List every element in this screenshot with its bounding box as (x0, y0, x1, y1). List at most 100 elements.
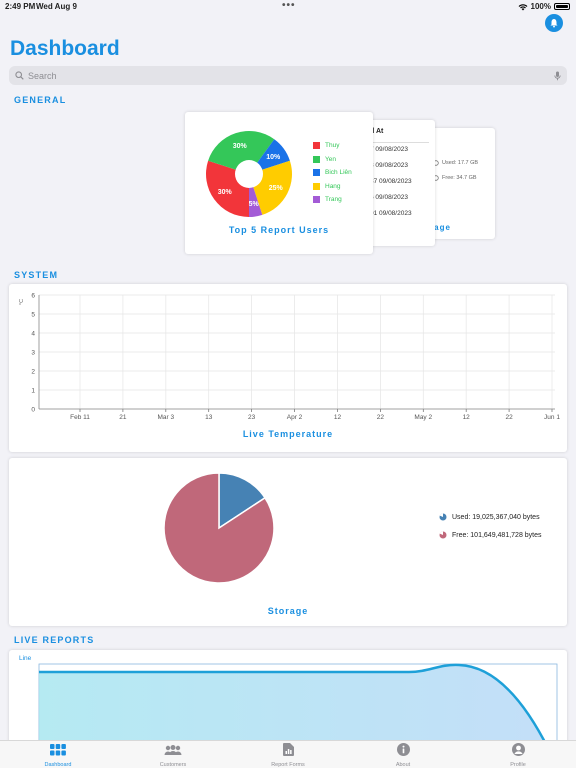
tab-profile[interactable]: Profile (478, 743, 558, 768)
page-title: Dashboard (10, 37, 120, 60)
table-row: 6 09/08/2023 (370, 194, 408, 201)
tab-dashboard[interactable]: Dashboard (18, 743, 98, 768)
table-row: 7 09/08/2023 (370, 146, 408, 153)
table-header: d At (370, 128, 384, 135)
storage-pie-slice (218, 472, 267, 530)
general-free-row: Free: 34.7 GB (433, 175, 477, 181)
general-storage-caption: rage (430, 223, 451, 232)
y-tick-label: 1 (31, 388, 35, 395)
storage-legend-free: Free: 101,649,481,728 bytes (439, 531, 542, 539)
legend-item: Thuy (313, 142, 339, 149)
donut-hole (235, 160, 263, 188)
x-tick-label: May 2 (414, 414, 432, 421)
tab-customers[interactable]: Customers (133, 743, 213, 768)
table-divider (366, 142, 429, 143)
donut-slice-label: 25% (269, 185, 284, 192)
donut-slice-label: 30% (218, 189, 233, 196)
donut-slice-label: 5% (249, 201, 260, 208)
general-used-row: Used: 17.7 GB (433, 160, 478, 166)
temperature-card[interactable]: 0 1 2 3 4 5 6 °C Feb 11 21 Mar 3 13 23 Apr 2 12 22 May 2… (9, 284, 567, 452)
storage-pie-slice (163, 472, 275, 584)
battery-icon (554, 3, 570, 10)
storage-card[interactable]: Used: 19,025,367,040 bytes Free: 101,649… (9, 458, 567, 626)
storage-pie-chart (163, 472, 275, 584)
tab-label: Report Forms (271, 762, 305, 768)
notification-button[interactable] (545, 14, 563, 32)
storage-caption: Storage (267, 606, 309, 616)
table-row: 01 09/08/2023 (370, 210, 412, 217)
legend-label: Trang (325, 196, 342, 203)
live-reports-legend: Line (19, 655, 32, 662)
x-tick-label: 13 (205, 414, 213, 421)
top-users-donut-chart: 30% 30% 10% 25% 5% (206, 131, 292, 217)
y-tick-label: 3 (31, 350, 35, 357)
legend-swatch (313, 196, 320, 203)
x-tick-label: Feb 11 (70, 414, 90, 421)
y-axis-label: °C (19, 299, 25, 305)
legend-label: Bich Liên (325, 169, 352, 176)
tab-label: Dashboard (44, 762, 72, 768)
table-row: 37 09/08/2023 (370, 178, 412, 185)
temperature-caption: Live Temperature (242, 429, 334, 439)
status-bar: 2:49 PM Wed Aug 9 ••• 100% (0, 0, 576, 14)
storage-legend-used: Used: 19,025,367,040 bytes (439, 513, 540, 521)
live-reports-area (39, 664, 549, 750)
section-live-reports: LIVE REPORTS (14, 635, 95, 645)
legend-swatch (313, 142, 320, 149)
donut-slice-label: 10% (266, 154, 281, 161)
top-users-card[interactable]: 30% 30% 10% 25% 5% Thuy Yen Bich Liên Hang Trang… (185, 112, 373, 254)
customers-icon (164, 745, 182, 755)
live-reports-line (39, 663, 551, 750)
x-tick-label: 21 (119, 414, 127, 421)
status-right: 100% (518, 2, 570, 11)
microphone-icon[interactable] (554, 71, 561, 81)
legend-label: Hang (325, 182, 341, 190)
general-free-label: Free: 34.7 GB (442, 175, 477, 181)
tab-report-forms[interactable]: Report Forms (248, 743, 328, 768)
section-general: GENERAL (14, 95, 67, 105)
table-row: 8 09/08/2023 (370, 162, 408, 169)
storage-free-label: Free: 101,649,481,728 bytes (452, 531, 542, 539)
y-tick-label: 5 (31, 312, 35, 319)
donut-slice-label: 30% (233, 143, 248, 150)
tab-about[interactable]: About (363, 743, 443, 768)
legend-swatch (313, 155, 320, 163)
y-tick-label: 2 (31, 369, 35, 376)
x-tick-label: Mar 3 (158, 414, 175, 421)
bell-icon (550, 19, 558, 28)
y-tick-label: 6 (31, 293, 35, 300)
tab-bar: Dashboard Customers Report Forms About P… (0, 740, 576, 768)
legend-swatch (313, 182, 320, 190)
tab-label: Customers (159, 762, 187, 768)
x-tick-label: Jun 1 (544, 414, 560, 421)
top-users-caption: Top 5 Report Users (228, 225, 330, 235)
profile-icon (511, 743, 525, 756)
search-bar[interactable]: Search (9, 66, 567, 85)
dashboard-icon (50, 744, 66, 756)
legend-label: Thuy (325, 142, 340, 149)
tab-label: About (395, 762, 411, 768)
legend-item: Bich Liên (313, 169, 352, 176)
general-used-label: Used: 17.7 GB (442, 160, 479, 166)
x-tick-label: 22 (377, 414, 385, 421)
search-input[interactable]: Search (28, 70, 57, 81)
section-system: SYSTEM (14, 270, 59, 280)
legend-item: Hang (313, 182, 341, 190)
pie-small-icon (439, 513, 447, 521)
report-forms-icon (282, 743, 294, 756)
live-reports-card[interactable]: Line (9, 650, 567, 750)
legend-swatch (313, 169, 320, 176)
x-tick-label: 22 (505, 414, 513, 421)
tab-label: Profile (510, 762, 526, 768)
x-tick-label: 12 (463, 414, 471, 421)
storage-used-label: Used: 19,025,367,040 bytes (452, 513, 540, 521)
about-icon (396, 743, 410, 756)
battery-percent: 100% (530, 2, 551, 11)
pie-small-icon (439, 531, 447, 539)
legend-item: Yen (313, 155, 336, 163)
wifi-icon (518, 3, 527, 10)
legend-label: Yen (325, 155, 336, 163)
live-reports-area-chart (38, 663, 558, 750)
x-tick-label: Apr 2 (287, 414, 303, 421)
multitasking-dots-icon[interactable]: ••• (282, 0, 296, 11)
